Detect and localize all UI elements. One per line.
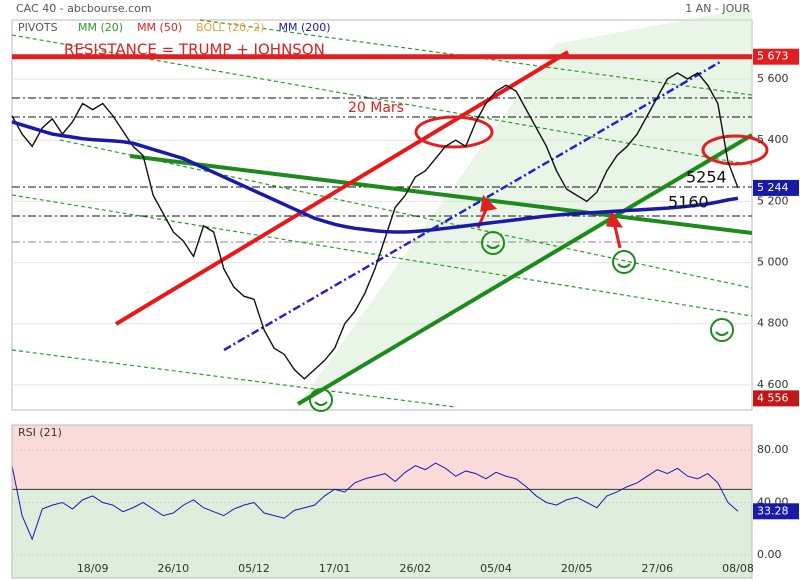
resistance-trend — [114, 50, 570, 326]
legend-entry: MM (200) — [278, 21, 330, 34]
legend-entry: MM (20) — [78, 21, 123, 34]
rsi-line — [11, 462, 739, 541]
legend-entry: MM (50) — [137, 21, 182, 34]
price-tag-label: 5 673 — [757, 50, 789, 63]
x-tick-label: 26/10 — [157, 562, 189, 575]
y-tick-label: 4 800 — [757, 317, 789, 330]
x-tick-label: 05/04 — [480, 562, 512, 575]
chart-title: CAC 40 - abcbourse.com — [16, 2, 152, 15]
channel-bottom — [296, 133, 754, 406]
y-tick-label: 5 600 — [757, 72, 789, 85]
x-tick-label: 18/09 — [77, 562, 109, 575]
rsi-overbought-zone — [12, 425, 752, 490]
x-tick-label: 27/06 — [641, 562, 673, 575]
annotation: 5254 — [686, 168, 727, 187]
support-line — [129, 154, 753, 235]
smileys — [309, 231, 734, 412]
annotation: RESISTANCE = TRUMP + JOHNSON — [64, 41, 325, 59]
price-tag — [753, 48, 799, 65]
rsi-value-tag — [753, 503, 799, 520]
circle-annotation — [414, 115, 494, 149]
series-line — [11, 72, 739, 380]
x-tick-label: 17/01 — [319, 562, 351, 575]
legend-entry: BOLL (20, 2) — [196, 21, 264, 34]
annotation: 5160 — [668, 193, 709, 212]
y-tick-label: 4 600 — [757, 378, 789, 391]
price-tag — [753, 390, 799, 407]
x-tick-label: 08/08 — [722, 562, 754, 575]
rsi-tick-label: 0.00 — [757, 548, 782, 561]
rsi-oversold-zone — [12, 489, 752, 578]
series-line — [11, 120, 739, 234]
rsi-value-label: 33.28 — [757, 504, 789, 517]
price-tag-label: 4 556 — [757, 391, 789, 404]
pivots-label: PIVOTS — [18, 21, 58, 34]
x-tick-label: 26/02 — [399, 562, 431, 575]
price-tag-label: 5 244 — [757, 181, 789, 194]
rsi-tick-label: 80.00 — [757, 443, 789, 456]
price-tag — [753, 179, 799, 196]
subtitle: 1 AN - JOUR — [685, 2, 750, 15]
circle-annotation — [701, 134, 769, 166]
y-tick-label: 5 000 — [757, 256, 789, 269]
price-panel — [11, 19, 753, 411]
x-tick-label: 05/12 — [238, 562, 270, 575]
annotation: 20 Mars — [348, 100, 404, 116]
rsi-panel — [11, 424, 753, 579]
y-tick-label: 5 200 — [757, 194, 789, 207]
rsi-title: RSI (21) — [18, 426, 62, 439]
y-tick-label: 5 400 — [757, 133, 789, 146]
x-tick-label: 20/05 — [561, 562, 593, 575]
